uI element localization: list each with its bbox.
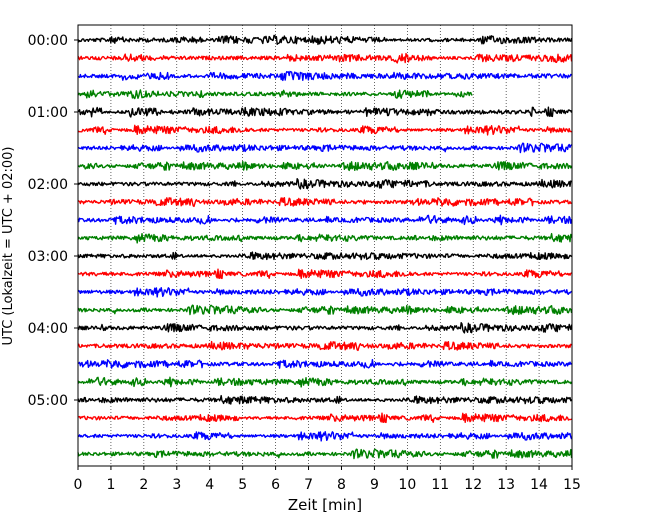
y-tick-label: 00:00	[28, 33, 68, 49]
trace-line	[77, 178, 573, 190]
x-axis-label: Zeit [min]	[288, 496, 362, 514]
trace-line	[77, 394, 573, 405]
trace-line	[77, 287, 573, 298]
trace-line	[77, 70, 573, 82]
trace-line	[77, 412, 572, 424]
trace-line	[77, 431, 573, 442]
y-tick-label: 01:00	[28, 105, 68, 121]
x-tick-label: 15	[563, 477, 581, 493]
x-tick-label: 9	[370, 477, 379, 493]
x-tick-label: 8	[337, 477, 346, 493]
y-axis-ticks: 00:00 01:00 02:00 03:00 04:00 05:00	[28, 33, 78, 409]
trace-line	[77, 268, 573, 280]
trace-line	[77, 304, 573, 316]
trace-line	[77, 142, 573, 154]
trace-line	[77, 232, 573, 244]
x-tick-label: 12	[464, 477, 482, 493]
x-tick-label: 4	[205, 477, 214, 493]
y-axis-label: UTC (Lokalzeit = UTC + 02:00)	[1, 147, 16, 346]
trace-line	[77, 340, 573, 352]
trace-line	[77, 52, 573, 64]
trace-line	[77, 124, 573, 136]
y-tick-label: 02:00	[28, 177, 68, 193]
x-tick-label: 0	[74, 477, 83, 493]
x-tick-label: 2	[139, 477, 148, 493]
trace-line	[77, 89, 473, 100]
trace-line	[77, 359, 573, 369]
seismogram-traces	[77, 34, 573, 460]
y-tick-label: 04:00	[28, 321, 68, 337]
trace-line	[77, 322, 573, 334]
trace-line	[77, 160, 573, 172]
x-tick-label: 13	[497, 477, 515, 493]
y-tick-label: 05:00	[28, 393, 68, 409]
plot-frame	[77, 24, 573, 467]
x-tick-label: 7	[304, 477, 313, 493]
x-tick-label: 11	[431, 477, 449, 493]
trace-line	[77, 251, 573, 261]
trace-line	[77, 106, 573, 118]
trace-line	[77, 448, 573, 460]
y-tick-label: 03:00	[28, 249, 68, 265]
trace-line	[77, 34, 573, 46]
x-axis-ticks: 0 1 2 3 4 5 6 7 8 9 10 11 12 13 14 15	[74, 466, 581, 493]
x-tick-label: 6	[271, 477, 280, 493]
trace-line	[77, 376, 573, 388]
x-tick-label: 1	[106, 477, 115, 493]
x-tick-label: 3	[172, 477, 181, 493]
x-tick-label: 5	[238, 477, 247, 493]
x-tick-label: 14	[530, 477, 548, 493]
trace-line	[77, 214, 573, 226]
x-tick-label: 10	[398, 477, 416, 493]
trace-line	[77, 196, 572, 208]
